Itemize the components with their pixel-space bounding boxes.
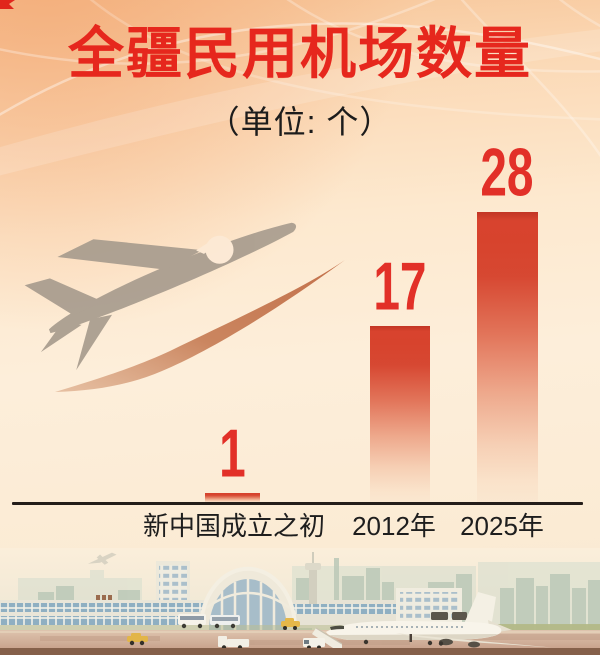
axis-line — [12, 502, 583, 505]
tarmac-highlight — [0, 631, 600, 633]
yellow-car — [281, 618, 300, 630]
ground-crew-person — [409, 634, 412, 642]
foreground-strip — [0, 648, 600, 655]
parked-airplane — [326, 592, 558, 648]
bar-2 — [477, 212, 538, 503]
grass-strip — [0, 625, 600, 631]
bar-1 — [370, 326, 430, 503]
background-arcs — [0, 0, 600, 176]
jet-bridge — [431, 612, 467, 620]
small-plane-icon — [87, 552, 117, 565]
unit-label: （单位: 个） — [207, 104, 393, 140]
bar-0 — [205, 493, 260, 503]
dome-terminal — [199, 566, 297, 630]
shuttle-bus — [178, 614, 206, 629]
corner-red-mark — [0, 0, 15, 9]
bar-value-0: 1 — [218, 417, 246, 493]
takeoff-plane-illustration — [24, 222, 345, 392]
category-label-1: 2012年 — [352, 511, 436, 541]
airport-scene-illustration — [0, 548, 600, 655]
category-label-0: 新中国成立之初 — [142, 511, 326, 541]
terminal-building — [0, 595, 206, 630]
yellow-taxi — [127, 633, 148, 646]
page-title: 全疆民用机场数量 — [68, 22, 532, 85]
category-label-2: 2025年 — [460, 511, 544, 541]
light-band — [0, 29, 600, 176]
shuttle-bus-2 — [210, 615, 240, 629]
boarding-stairs — [312, 627, 343, 648]
plane-silhouette-icon — [24, 222, 297, 371]
bar-value-1: 17 — [373, 250, 427, 326]
bar-value-2: 28 — [480, 136, 534, 212]
grass-strip-right — [420, 624, 600, 631]
control-tower — [305, 552, 321, 604]
